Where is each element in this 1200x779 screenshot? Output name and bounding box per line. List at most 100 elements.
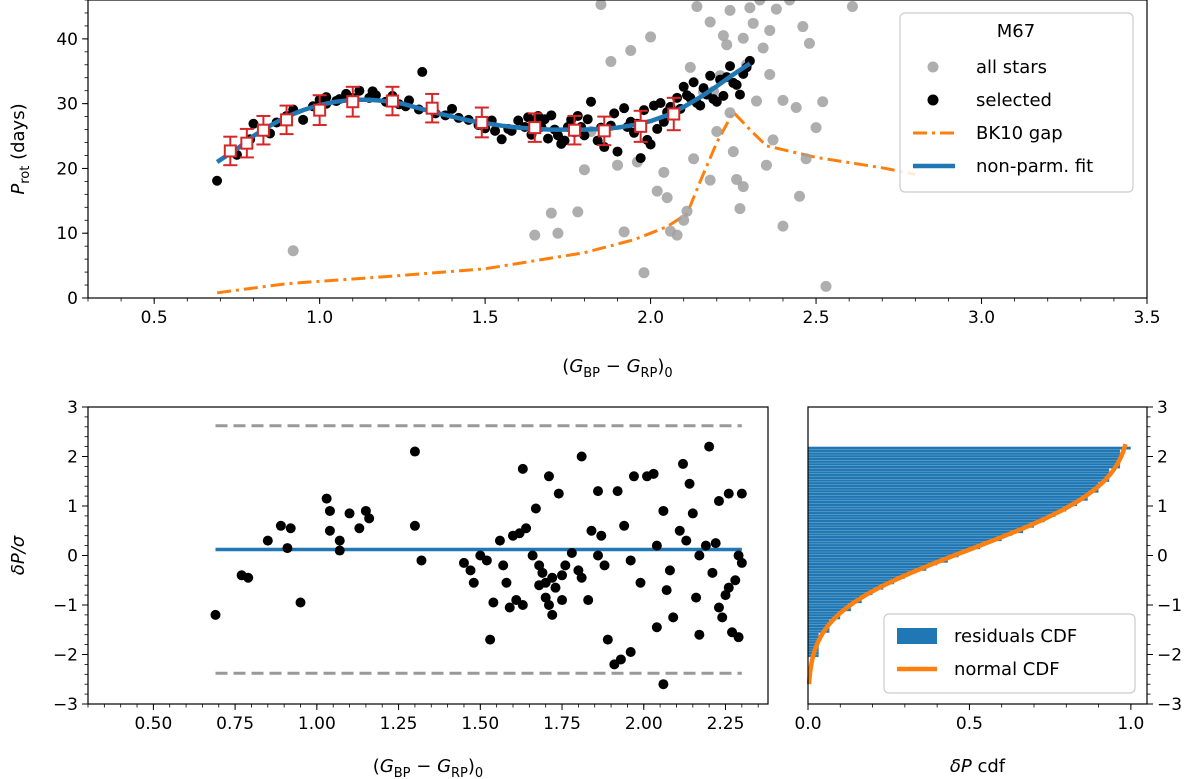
binned-mean-square bbox=[528, 121, 542, 135]
x-tick-label: 0.75 bbox=[216, 714, 254, 734]
selected-star-point bbox=[354, 85, 365, 96]
selected-star-point bbox=[678, 81, 689, 92]
all-star-point bbox=[817, 96, 829, 108]
residual-point bbox=[416, 555, 427, 566]
all-star-point bbox=[287, 245, 299, 257]
residual-point bbox=[354, 523, 365, 534]
residual-point bbox=[736, 488, 747, 499]
residual-point bbox=[530, 503, 541, 514]
residual-point bbox=[543, 600, 554, 610]
all-star-point bbox=[578, 164, 590, 176]
selected-star-point bbox=[546, 110, 557, 121]
selected-star-point bbox=[298, 114, 309, 125]
residual-point bbox=[658, 505, 669, 516]
selected-star-point bbox=[688, 77, 699, 88]
all-star-point bbox=[671, 229, 683, 241]
residual-point bbox=[557, 595, 568, 606]
legend-label: residuals CDF bbox=[954, 626, 1077, 647]
cdf-bar bbox=[807, 446, 1132, 450]
x-tick-label: 0.50 bbox=[134, 714, 172, 734]
binned-mean-square bbox=[425, 101, 439, 115]
residuals-x-axis-label: (GBP − GRP)0 bbox=[373, 756, 483, 779]
x-tick-label: 1.50 bbox=[461, 714, 499, 734]
all-star-point bbox=[552, 227, 564, 239]
all-star-point bbox=[681, 205, 693, 217]
top-axes: 0.5 1.0 1.5 2.0 2.5 3.0 3.5 0 10 20 30 40 (GBP − GRP… bbox=[8, 0, 1161, 381]
binned-mean-square bbox=[634, 119, 648, 133]
legend-label: all stars bbox=[976, 57, 1047, 78]
bk10-gap-line bbox=[216, 109, 916, 295]
selected-star-point bbox=[645, 139, 656, 150]
residual-point bbox=[668, 612, 679, 623]
legend-title: M67 bbox=[997, 21, 1035, 42]
residual-point bbox=[593, 550, 603, 561]
errorbar-point bbox=[345, 85, 360, 118]
errorbar-point bbox=[239, 127, 254, 159]
residual-point bbox=[730, 575, 741, 586]
legend-label: BK10 gap bbox=[976, 123, 1063, 144]
top-panel: 0.5 1.0 1.5 2.0 2.5 3.0 3.5 0 10 20 30 40 (GBP − GRP… bbox=[8, 0, 1161, 381]
residual-point bbox=[625, 647, 636, 658]
legend-entry: BK10 gap bbox=[913, 123, 1063, 144]
selected-star-point bbox=[725, 61, 736, 72]
residual-point bbox=[553, 488, 564, 499]
all-star-point bbox=[612, 159, 623, 171]
residual-point bbox=[717, 612, 728, 623]
all-star-point bbox=[750, 95, 762, 107]
residual-point bbox=[713, 602, 724, 613]
residual-point bbox=[687, 508, 698, 519]
all-star-point bbox=[737, 32, 749, 44]
all-star-point bbox=[747, 17, 759, 29]
all-star-point bbox=[595, 0, 607, 11]
all-star-point bbox=[810, 122, 822, 134]
all-star-point bbox=[764, 69, 776, 80]
binned-mean-square bbox=[475, 115, 489, 129]
residual-point bbox=[262, 535, 273, 546]
residual-point bbox=[710, 538, 721, 549]
x-tick-label: 1.00 bbox=[298, 714, 336, 734]
residual-point bbox=[560, 560, 571, 571]
residual-point bbox=[713, 496, 724, 507]
residual-point bbox=[458, 557, 469, 568]
errorbar-point bbox=[223, 135, 238, 167]
residual-point bbox=[334, 545, 345, 556]
residual-point bbox=[334, 535, 345, 546]
selected-star-point bbox=[718, 90, 729, 101]
residual-point bbox=[494, 535, 505, 546]
residual-point bbox=[612, 486, 623, 497]
residual-point bbox=[547, 609, 558, 620]
residual-point bbox=[501, 577, 512, 588]
residual-point bbox=[651, 622, 662, 633]
legend-label: selected bbox=[976, 90, 1052, 111]
y-tick-label: 0 bbox=[67, 547, 78, 567]
residual-point bbox=[285, 523, 296, 534]
legend-label: non-parm. fit bbox=[976, 156, 1093, 177]
residual-point bbox=[521, 523, 532, 534]
binned-mean-square bbox=[385, 94, 399, 108]
all-star-point bbox=[691, 0, 703, 12]
selected-star-point bbox=[731, 79, 742, 90]
residual-point bbox=[557, 570, 568, 581]
residual-points-layer bbox=[210, 441, 747, 690]
binned-mean-square bbox=[313, 103, 327, 117]
all-star-point bbox=[704, 174, 716, 186]
x-tick-label: 2.00 bbox=[625, 714, 663, 734]
selected-star-point bbox=[417, 66, 428, 77]
all-star-point bbox=[684, 61, 696, 73]
residuals-axes: 0.50 0.75 1.00 1.25 1.50 1.75 2.00 2.25 −3 −2 −1 0 1… bbox=[8, 398, 769, 779]
x-tick-label: 1.75 bbox=[543, 714, 581, 734]
all-star-point bbox=[724, 107, 736, 119]
y-tick-label: 0 bbox=[67, 289, 78, 309]
all-star-point bbox=[661, 192, 673, 204]
selected-star-point bbox=[579, 130, 590, 141]
selected-star-point bbox=[648, 100, 659, 111]
residual-point bbox=[596, 530, 607, 541]
errorbar-point bbox=[312, 94, 327, 127]
all-star-point bbox=[734, 203, 746, 215]
residual-point bbox=[324, 505, 335, 516]
binned-mean-square bbox=[256, 123, 270, 137]
binned-mean-square bbox=[280, 113, 294, 127]
x-tick-label: 0.5 bbox=[141, 308, 168, 328]
legend-box bbox=[883, 613, 1136, 694]
selected-star-point bbox=[635, 153, 646, 164]
